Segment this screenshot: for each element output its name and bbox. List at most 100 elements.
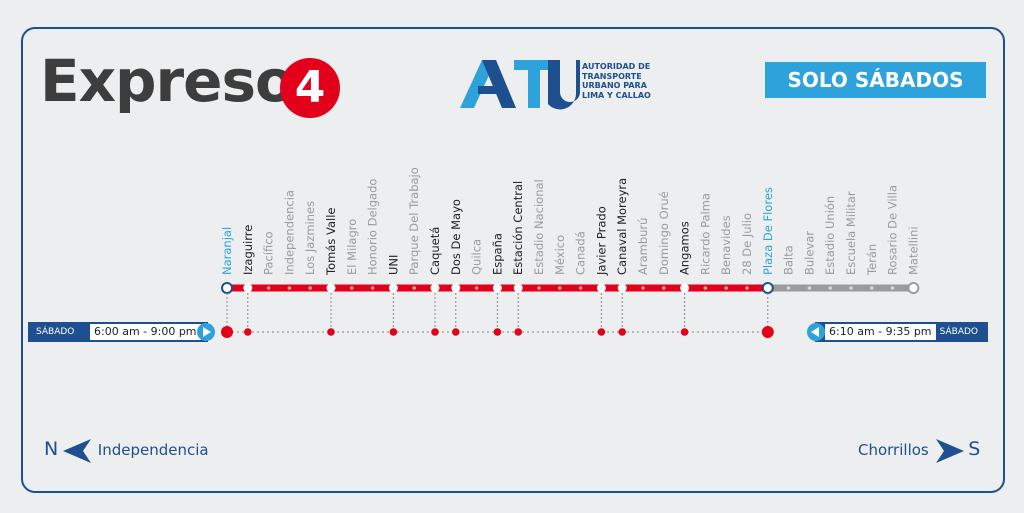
skip-marker [786,286,791,290]
skip-marker [287,286,292,290]
skip-marker [870,286,874,290]
station-label: El Milagro [345,219,359,275]
stop-marker [513,283,523,293]
saturdays-only-badge: SOLO SÁBADOS [765,62,986,98]
schedule-left: SÁBADO 6:00 am - 9:00 pm [28,322,208,342]
station-label: Bulevar [802,231,816,275]
schedule-right-day: SÁBADO [939,327,978,337]
skip-marker [474,286,479,290]
station-label: Terán [865,244,879,276]
station-label: Ricardo Palma [698,193,712,275]
terminal-marker [221,282,233,294]
service-dot [221,326,233,338]
station-label: Benavides [719,215,733,275]
service-dot [761,326,774,338]
skip-marker [890,286,895,290]
stop-marker [326,283,336,293]
atu-logo [460,60,580,110]
skip-marker [537,286,541,290]
station-label: Izaguirre [241,225,255,275]
station-label: Canadá [574,231,588,275]
skip-marker [662,286,666,290]
stop-marker [492,283,502,293]
station-label: Independencia [282,190,296,275]
schedule-left-day: SÁBADO [36,327,75,337]
direction-north: N Independencia [44,438,209,463]
service-dot [327,328,335,336]
arrow-right-icon [935,438,964,463]
end-marker [907,282,920,294]
stop-marker [388,283,398,293]
stop-marker [243,283,253,293]
direction-north-label: Independencia [97,441,209,459]
service-dot [431,328,439,336]
station-label: México [553,235,567,275]
direction-north-letter: N [44,438,59,460]
service-dot [597,328,606,336]
schedule-right: 6:10 am - 9:35 pm SÁBADO [815,322,988,342]
direction-south-label: Chorrillos [858,441,929,459]
schedule-left-arrow-icon [197,323,215,341]
station-label: Tomás Valle [324,208,338,277]
skip-marker [370,286,375,290]
route-number-badge: 4 [280,58,340,118]
station-label: Javier Prado [594,206,608,276]
skip-marker [724,286,728,290]
station-label: Plaza De Flores [761,187,775,275]
skip-marker [849,286,853,290]
terminal-marker [761,282,774,294]
skip-marker [578,286,583,290]
station-label: Estación Central [511,181,525,275]
service-dot [514,328,522,336]
schedule-left-hours: 6:00 am - 9:00 pm [90,324,201,340]
station-label: Estadio Unión [823,196,837,275]
schedule-right-arrow-icon [807,323,825,341]
stop-marker [680,283,690,293]
stop-marker [617,283,627,293]
stop-marker [430,283,440,293]
station-label: Angamos [678,221,692,275]
service-dot [452,328,460,336]
direction-south: Chorrillos S [858,438,980,463]
service-dot [493,328,502,336]
station-label: Matellini [906,226,920,275]
station-label: Estadio Nacional [532,179,546,275]
station-label: Dos De Mayo [449,199,463,275]
service-dot [389,328,398,336]
station-label: Rosario De Villa [886,185,900,275]
service-dot [244,328,252,336]
skip-marker [266,286,271,290]
page-title: Expreso [40,47,295,115]
station-label: Caquetá [428,227,442,275]
station-label: Canaval Moreyra [615,178,629,275]
station-label: 28 De Julio [740,213,754,275]
station-label: Quilca [470,239,484,275]
skip-marker [828,286,832,290]
arrow-left-icon [63,438,91,463]
skip-marker [703,286,708,290]
skip-marker [308,286,313,290]
skip-marker [412,286,417,290]
station-label: Balta [782,245,796,275]
station-label: Pacífico [262,231,276,275]
skip-marker [350,286,354,290]
skip-marker [558,286,562,290]
station-label: UNI [386,255,400,275]
stop-marker [451,283,461,293]
service-dot [680,328,689,336]
skip-marker [641,286,645,290]
schedule-right-hours: 6:10 am - 9:35 pm [825,324,936,340]
atu-logo-text: AUTORIDAD DE TRANSPORTE URBANO PARA LIMA… [582,62,651,100]
direction-south-letter: S [968,438,981,460]
station-label: Parque Del Trabajo [407,167,421,275]
station-label: Domingo Orué [657,191,671,275]
station-label: Aramburú [636,218,650,275]
skip-marker [807,286,812,290]
station-label: España [490,233,504,275]
skip-marker [745,286,749,290]
station-label: Honorio Delgado [366,179,380,275]
station-label: Los Jazmines [303,201,317,275]
service-dot [618,328,626,336]
station-label: Naranjal [220,227,234,275]
